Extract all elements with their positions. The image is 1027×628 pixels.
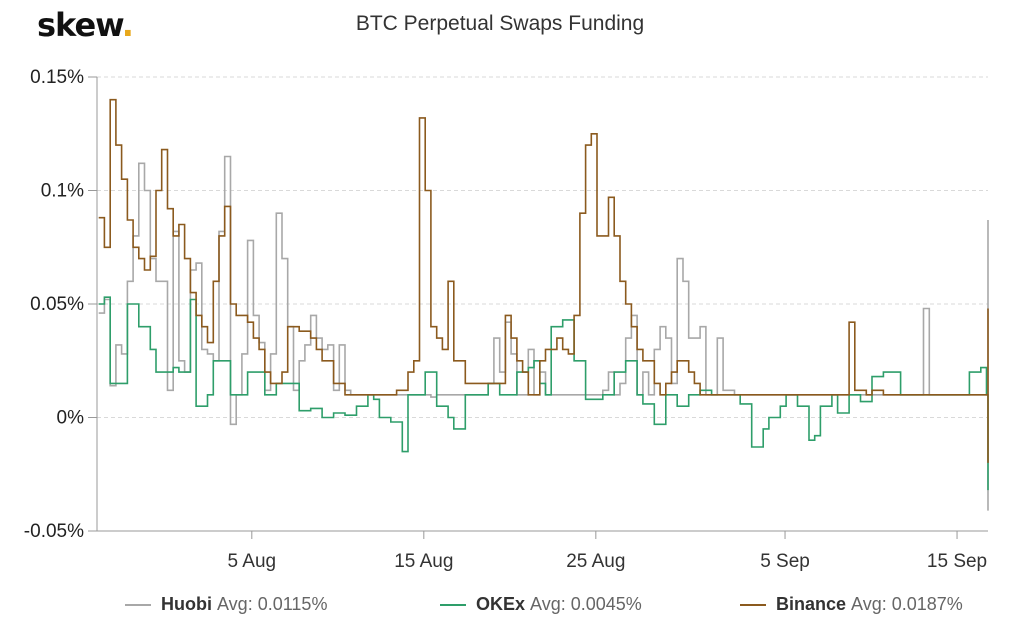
x-tick-label: 15 Sep	[927, 551, 987, 572]
series-line-binance	[98, 98, 989, 463]
legend-item-huobi[interactable]: Huobi Avg: 0.0115%	[125, 594, 327, 615]
legend-avg-value-binance: 0.0187%	[891, 594, 963, 614]
y-tick-label: 0%	[57, 408, 85, 429]
skew-logo: skew.	[37, 6, 134, 44]
legend-swatch-huobi	[125, 603, 151, 606]
legend-swatch-okex	[440, 603, 466, 606]
legend-avg-label-okex: Avg:	[530, 594, 566, 614]
logo-text: skew	[37, 6, 123, 44]
legend-name-huobi: Huobi	[161, 594, 212, 614]
funding-chart: 0.15% 0.1% 0.05% 0% -0.05% 5 Aug 15 Aug 25 Aug 5…	[24, 67, 989, 572]
legend-avg-value-huobi: 0.0115%	[257, 594, 328, 614]
x-tick-label: 5 Sep	[760, 551, 810, 572]
legend-avg-label-huobi: Avg:	[217, 594, 253, 614]
x-tick-label: 5 Aug	[228, 551, 277, 572]
x-tick-label: 15 Aug	[394, 551, 453, 572]
y-tick-label: 0.15%	[30, 67, 84, 88]
legend-avg-value-okex: 0.0045%	[570, 594, 642, 614]
legend-item-okex[interactable]: OKEx Avg: 0.0045%	[440, 594, 642, 615]
legend-avg-label-binance: Avg:	[851, 594, 887, 614]
chart-title: BTC Perpetual Swaps Funding	[355, 12, 645, 35]
legend-swatch-binance	[740, 603, 766, 606]
legend-name-okex: OKEx	[476, 594, 526, 614]
y-tick-label: 0.1%	[41, 181, 84, 202]
legend-name-binance: Binance	[776, 594, 847, 614]
legend-item-binance[interactable]: Binance Avg: 0.0187%	[740, 594, 963, 615]
y-tick-label: 0.05%	[30, 294, 84, 315]
logo-dot: .	[121, 6, 134, 44]
x-tick-label: 25 Aug	[566, 551, 625, 572]
y-tick-label: -0.05%	[24, 521, 84, 542]
